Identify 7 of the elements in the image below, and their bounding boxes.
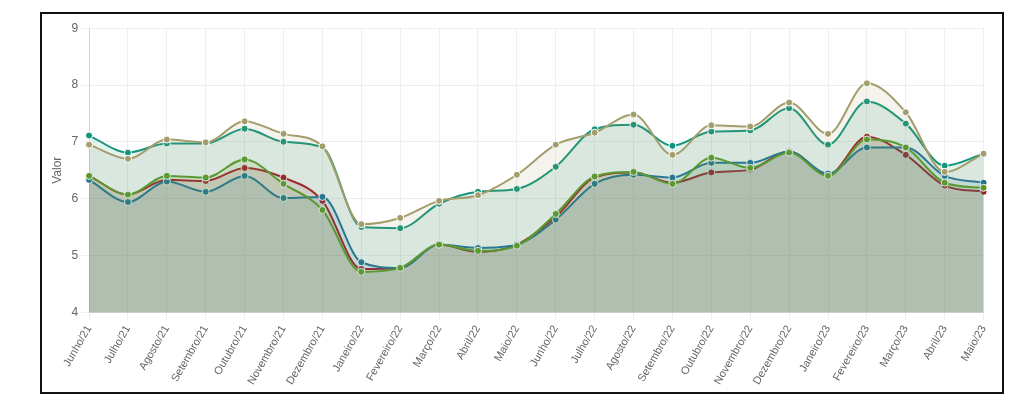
y-tick-label: 7 [71, 134, 79, 149]
y-axis-title: Valor [49, 156, 64, 184]
y-tick-label: 5 [71, 247, 79, 262]
y-tick-label: 6 [71, 190, 79, 205]
y-tick-label: 8 [71, 77, 79, 92]
y-tick-label: 9 [71, 20, 79, 35]
y-tick-label: 4 [71, 304, 79, 319]
